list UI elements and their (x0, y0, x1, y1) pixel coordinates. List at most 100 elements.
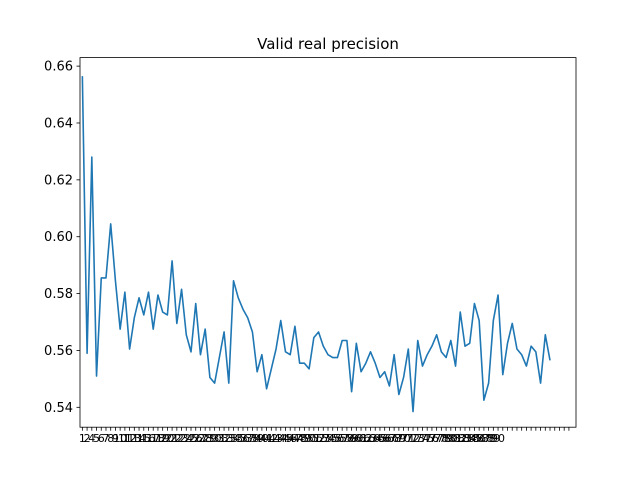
x-tick-label: 43 (269, 432, 283, 445)
x-tick-label: 87 (477, 432, 491, 445)
x-tick-label: 22 (170, 432, 184, 445)
x-tick-label: 62 (359, 432, 373, 445)
y-tick-label: 0.58 (44, 287, 73, 302)
x-tick-label: 86 (472, 432, 486, 445)
x-tick-label: 10 (113, 432, 127, 445)
x-tick-label: 44 (274, 432, 288, 445)
x-tick-label: 90 (491, 432, 505, 445)
x-tick-label: 79 (439, 432, 453, 445)
x-axis: 1245678910111213141516171819202122232425… (79, 427, 570, 445)
x-tick-label: 75 (420, 432, 434, 445)
x-tick-label: 47 (288, 432, 302, 445)
x-tick-label: 39 (250, 432, 264, 445)
x-tick-label: 37 (241, 432, 255, 445)
x-tick-label: 71 (401, 432, 415, 445)
x-tick-label: 32 (217, 432, 231, 445)
x-tick-label: 11 (118, 432, 132, 445)
y-tick-label: 0.62 (44, 173, 73, 188)
x-tick-label: 59 (345, 432, 359, 445)
chart-title: Valid real precision (257, 35, 399, 53)
x-tick-label: 60 (349, 432, 363, 445)
x-tick-label: 77 (430, 432, 444, 445)
x-tick-label: 36 (236, 432, 250, 445)
x-tick-label: 53 (316, 432, 330, 445)
x-tick-label: 83 (458, 432, 472, 445)
x-tick-label: 88 (482, 432, 496, 445)
x-tick-label: 34 (227, 432, 241, 445)
x-tick-label: 16 (141, 432, 155, 445)
plot-frame (79, 57, 577, 428)
x-tick-label: 46 (283, 432, 297, 445)
x-tick-label: 5 (93, 432, 100, 445)
x-tick-label: 15 (137, 432, 151, 445)
x-tick-label: 56 (330, 432, 344, 445)
x-tick-label: 51 (307, 432, 321, 445)
x-tick-label: 33 (222, 432, 236, 445)
y-tick-label: 0.54 (44, 401, 73, 416)
x-tick-label: 4 (88, 432, 95, 445)
x-tick-label: 49 (297, 432, 311, 445)
x-tick-label: 58 (340, 432, 354, 445)
x-tick-label: 84 (463, 432, 477, 445)
x-tick-label: 42 (264, 432, 278, 445)
x-tick-label: 24 (179, 432, 193, 445)
series-line-valid-real-precision (81, 76, 551, 413)
x-tick-label: 27 (193, 432, 207, 445)
x-tick-label: 78 (434, 432, 448, 445)
x-tick-label: 9 (112, 432, 119, 445)
x-tick-label: 29 (203, 432, 217, 445)
y-axis: 0.54 0.56 0.58 0.60 0.62 0.64 0.66 (44, 60, 80, 416)
x-tick-label: 67 (382, 432, 396, 445)
x-tick-label: 73 (411, 432, 425, 445)
x-tick-label: 19 (156, 432, 170, 445)
x-tick-label: 6 (98, 432, 105, 445)
x-tick-label: 30 (208, 432, 222, 445)
x-tick-label: 63 (364, 432, 378, 445)
x-tick-label: 64 (368, 432, 382, 445)
x-tick-label: 25 (184, 432, 198, 445)
x-tick-label: 38 (245, 432, 259, 445)
x-tick-label: 72 (406, 432, 420, 445)
x-tick-label: 65 (373, 432, 387, 445)
x-tick-label: 8 (107, 432, 114, 445)
x-tick-label: 21 (165, 432, 179, 445)
x-tick-label: 28 (198, 432, 212, 445)
x-tick-label: 35 (231, 432, 245, 445)
x-tick-label: 18 (151, 432, 165, 445)
y-tick-label: 0.60 (44, 230, 73, 245)
x-tick-label: 40 (255, 432, 269, 445)
y-tick-label: 0.56 (44, 344, 73, 359)
x-tick-label: 31 (212, 432, 226, 445)
x-tick-label: 48 (293, 432, 307, 445)
y-tick-label: 0.66 (44, 60, 73, 75)
x-tick-label: 69 (392, 432, 406, 445)
x-tick-label: 80 (444, 432, 458, 445)
x-tick-label: 81 (449, 432, 463, 445)
x-tick-label: 50 (302, 432, 316, 445)
x-tick-label: 41 (260, 432, 274, 445)
x-tick-label: 17 (146, 432, 160, 445)
x-tick-label: 26 (189, 432, 203, 445)
x-tick-label: 14 (132, 432, 146, 445)
x-tick-label: 85 (467, 432, 481, 445)
x-tick-label: 52 (312, 432, 326, 445)
x-tick-label: 76 (425, 432, 439, 445)
y-tick-label: 0.64 (44, 116, 73, 131)
x-tick-label: 45 (278, 432, 292, 445)
x-tick-label: 61 (354, 432, 368, 445)
x-tick-label: 54 (321, 432, 335, 445)
x-tick-label: 74 (415, 432, 429, 445)
x-tick-label: 82 (453, 432, 467, 445)
x-tick-label: 13 (127, 432, 141, 445)
x-tick-label: 23 (175, 432, 189, 445)
x-tick-label: 68 (387, 432, 401, 445)
x-tick-label: 66 (378, 432, 392, 445)
x-tick-label: 1 (79, 432, 86, 445)
x-tick-label: 70 (397, 432, 411, 445)
x-tick-label: 20 (160, 432, 174, 445)
x-tick-label: 57 (335, 432, 349, 445)
x-tick-label: 55 (326, 432, 340, 445)
x-tick-label: 12 (123, 432, 137, 445)
